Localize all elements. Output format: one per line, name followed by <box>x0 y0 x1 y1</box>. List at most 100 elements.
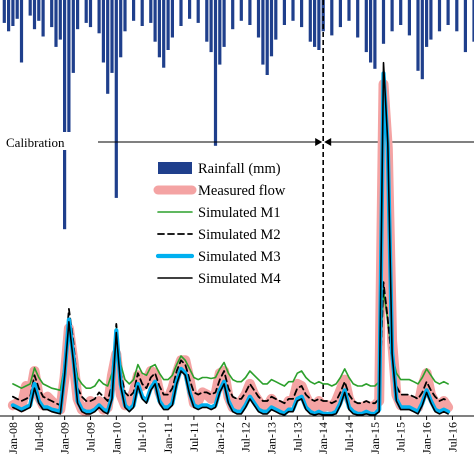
calibration-arrowhead <box>315 138 323 146</box>
rainfall-bar <box>170 0 174 38</box>
rainfall-bar <box>140 0 144 26</box>
x-tick-label: Jan-11 <box>161 422 175 454</box>
rainfall-bar <box>71 0 75 73</box>
rainfall-bar <box>308 0 312 42</box>
rainfall-bar <box>28 0 32 16</box>
rainfall-bar <box>54 0 58 47</box>
x-tick-label: Jul-14 <box>342 422 356 452</box>
flow-series <box>7 61 454 417</box>
rainfall-bar <box>213 0 218 146</box>
rainfall-bar <box>381 0 386 44</box>
rainfall-bar <box>261 0 265 65</box>
x-tick-label: Jul-09 <box>83 422 97 452</box>
x-tick-label: Jan-09 <box>58 422 72 454</box>
legend-label: Simulated M4 <box>198 271 281 287</box>
rainfall-bar <box>416 0 420 71</box>
legend-label: Simulated M2 <box>198 227 281 243</box>
rainfall-bar <box>321 0 325 32</box>
x-tick-label: Jan-15 <box>368 422 382 454</box>
rainfall-bar <box>369 0 373 63</box>
x-tick-label: Jul-16 <box>445 422 459 452</box>
rainfall-bar <box>231 0 235 30</box>
rainfall-bar <box>239 0 243 21</box>
rainfall-bar <box>196 0 200 23</box>
legend-swatch-rainfall <box>158 162 192 174</box>
rainfall-bar <box>420 0 424 80</box>
x-tick-label: Jul-13 <box>290 422 304 452</box>
annotations: Calibration <box>4 0 474 416</box>
rainfall-bar <box>37 0 41 21</box>
calibration-label: Calibration <box>6 135 65 150</box>
rainfall-bar <box>472 0 474 42</box>
rainfall-bar <box>256 0 261 38</box>
rainfall-bar <box>149 0 153 23</box>
series-simulated-m2 <box>11 281 450 407</box>
rainfall-bar <box>88 0 93 28</box>
legend-label: Rainfall (mm) <box>198 161 281 177</box>
rainfall-bar <box>119 0 123 58</box>
x-tick-label: Jul-08 <box>32 422 46 452</box>
rainfall-bar <box>101 0 105 63</box>
rainfall-bar <box>300 0 304 28</box>
rainfall-bars <box>2 0 474 230</box>
rainfall-bar <box>390 0 394 32</box>
legend: Rainfall (mm) Measured flow Simulated M1 Si… <box>153 161 286 287</box>
rainfall-bar <box>67 0 71 136</box>
rainfall-bar <box>274 0 278 40</box>
rainfall-bar <box>19 0 24 63</box>
legend-entry: Measured flow <box>153 183 286 199</box>
rainfall-bar <box>63 0 67 230</box>
x-tick-label: Jan-16 <box>420 422 434 454</box>
rainfall-bar <box>330 0 334 36</box>
legend-label: Measured flow <box>198 183 286 199</box>
rainfall-bar <box>58 0 62 40</box>
rainfall-bar <box>11 0 15 26</box>
rainfall-bar <box>7 0 11 32</box>
legend-entry: Rainfall (mm) <box>158 161 281 177</box>
rainfall-bar <box>425 0 429 47</box>
x-tick-label: Jul-10 <box>135 422 149 452</box>
rainfall-bar <box>347 0 351 21</box>
rainfall-bar <box>313 0 317 47</box>
validation-arrowhead <box>324 138 332 146</box>
series-simulated-m3 <box>10 71 451 416</box>
rainfall-bar <box>2 0 6 23</box>
legend-label: Simulated M3 <box>198 249 281 265</box>
rainfall-bar <box>463 0 467 53</box>
rainfall-bar <box>407 0 411 36</box>
x-tick-label: Jan-10 <box>109 422 123 454</box>
rainfall-bar <box>179 0 183 26</box>
series-simulated-m4 <box>12 61 449 416</box>
rainfall-bar <box>291 0 295 21</box>
x-tick-label: Jan-14 <box>316 422 330 454</box>
rainfall-bar <box>269 0 274 57</box>
rainfall-bar <box>209 0 213 53</box>
rainfall-bar <box>373 0 377 69</box>
rainfall-bar <box>446 0 450 25</box>
rainfall-bar <box>399 0 403 25</box>
rainfall-bar <box>32 0 37 30</box>
rainfall-bar <box>437 0 442 32</box>
x-tick-label: Jan-13 <box>264 422 278 454</box>
rainfall-bar <box>41 0 45 37</box>
legend-entry: Simulated M1 <box>157 205 281 221</box>
rainfall-bar <box>166 0 170 50</box>
rainfall-bar <box>455 0 459 32</box>
rainfall-bar <box>222 0 226 47</box>
rainfall-bar <box>132 0 136 21</box>
rainfall-bar <box>364 0 368 53</box>
rainfall-bar <box>114 0 118 198</box>
rainfall-bar <box>162 0 166 68</box>
rainfall-bar <box>188 0 192 19</box>
x-tick-label: Jan-12 <box>213 422 227 454</box>
rainfall-bar <box>338 0 342 28</box>
rainfall-bar <box>205 0 209 42</box>
calibration-label-background <box>4 132 90 150</box>
legend-label: Simulated M1 <box>198 205 281 221</box>
x-tick-label: Jul-11 <box>187 422 201 452</box>
rainfall-bar <box>110 0 114 73</box>
rainfall-bar <box>157 0 161 58</box>
x-tick-label: Jan-08 <box>6 422 20 454</box>
rainfall-bar <box>123 0 127 32</box>
